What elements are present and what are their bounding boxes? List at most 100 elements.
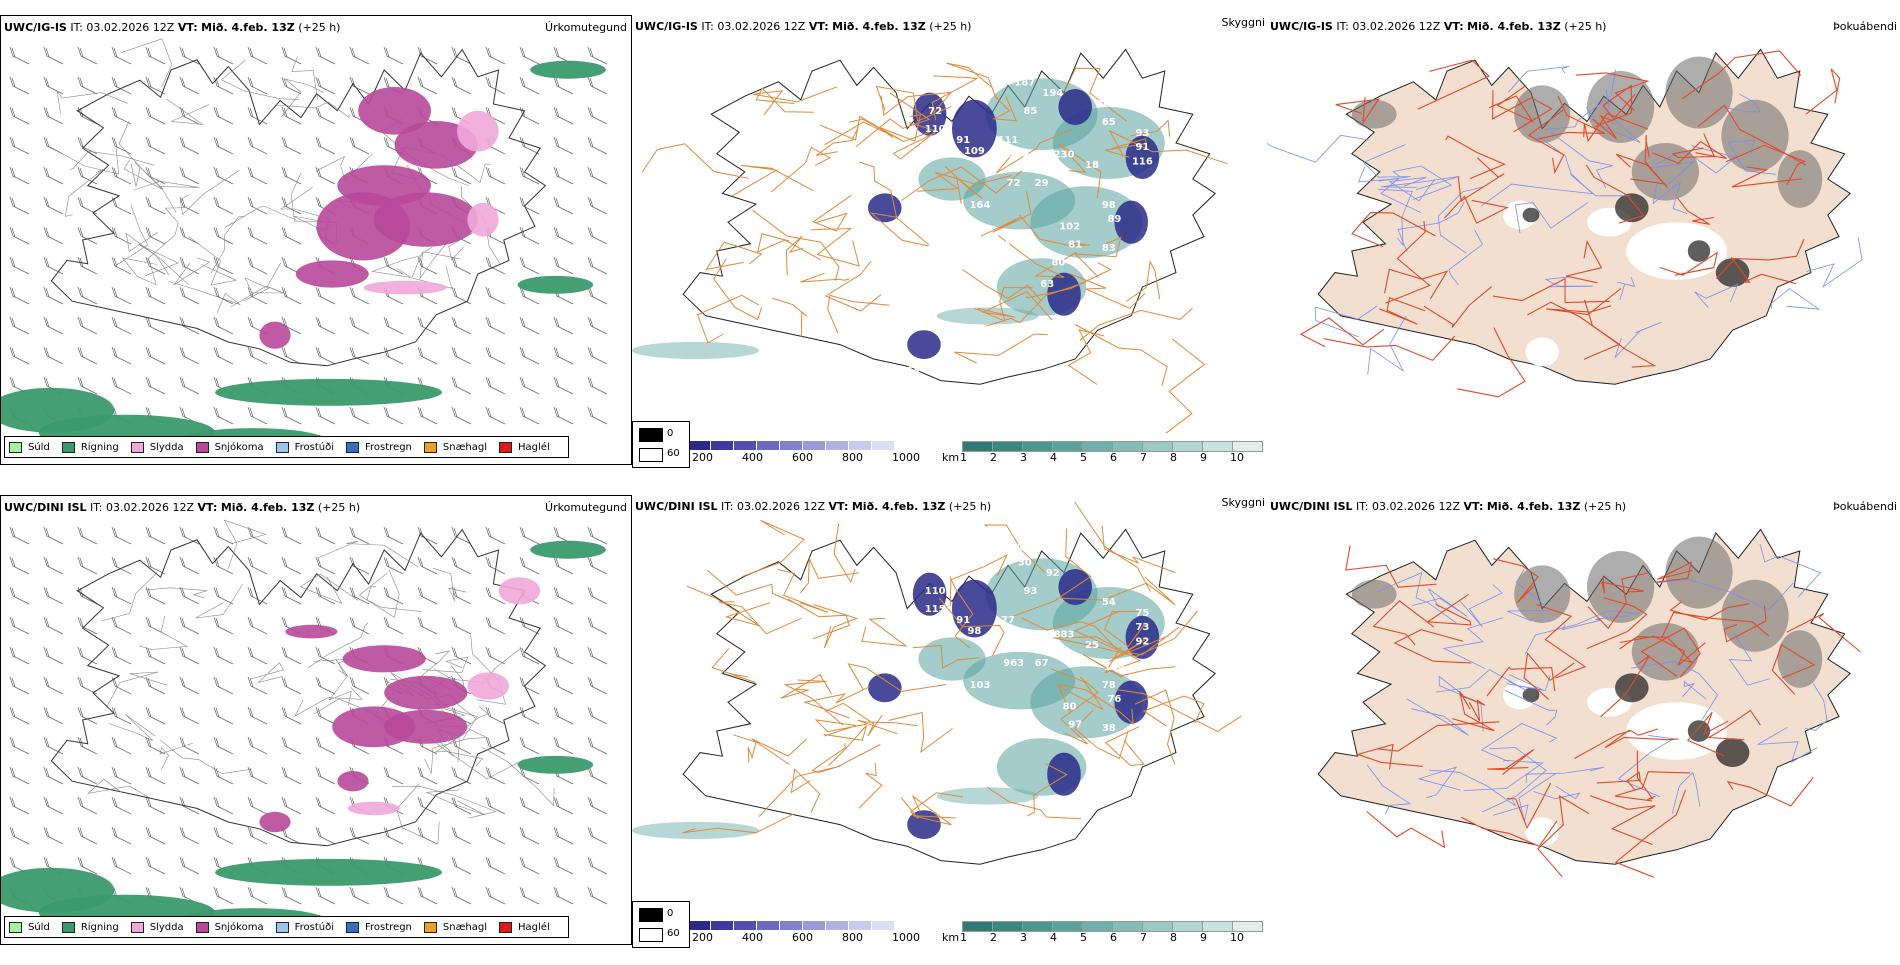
wind-barb xyxy=(587,676,608,695)
shaded-area xyxy=(1522,207,1540,223)
elevation-scale-segment xyxy=(803,441,826,450)
visibility-value: 103 xyxy=(970,680,991,691)
legend-swatch xyxy=(499,441,513,453)
shaded-area xyxy=(1047,272,1081,316)
map-line xyxy=(916,171,1012,192)
wind-barb xyxy=(111,46,132,65)
map-line xyxy=(1617,277,1636,301)
wind-barb xyxy=(9,196,30,215)
map-line xyxy=(1656,578,1794,611)
wind-barb xyxy=(179,196,200,215)
wind-barb xyxy=(519,136,540,155)
shaded-area xyxy=(457,110,499,152)
wind-barb xyxy=(43,136,64,155)
forecast-row-ig-is: UWC/IG-IS IT: 03.02.2026 12Z VT: Mið. 4.… xyxy=(0,15,1900,485)
map-line xyxy=(1423,286,1493,328)
map-line xyxy=(949,553,1008,606)
visibility-value: 110 xyxy=(925,124,946,135)
wind-barb xyxy=(451,46,472,65)
panel-param-title: Úrkomutegund xyxy=(545,501,627,514)
wind-barb xyxy=(553,166,574,185)
visibility-tick: 5 xyxy=(1080,451,1087,464)
map-line xyxy=(1101,525,1176,574)
map-line xyxy=(1406,698,1469,736)
elevation-scale-segment xyxy=(757,921,780,930)
map-line xyxy=(938,597,1005,657)
wind-barb xyxy=(145,826,166,845)
it-value: 03.02.2026 12Z xyxy=(1352,20,1441,33)
elevation-scale-segment xyxy=(711,441,734,450)
shaded-area xyxy=(907,330,941,359)
visibility-value: 85 xyxy=(1023,106,1037,117)
wind-barb xyxy=(281,646,302,665)
map-line xyxy=(857,719,918,735)
wind-barb xyxy=(553,706,574,725)
wind-barb xyxy=(485,286,506,305)
wind-barb xyxy=(9,826,30,845)
wind-barb xyxy=(247,586,268,605)
iceland-outline xyxy=(1317,48,1852,385)
visibility-value: 67 xyxy=(1096,579,1110,590)
shaded-area xyxy=(517,755,594,774)
it-label: IT: xyxy=(721,500,734,513)
wind-barb xyxy=(349,316,370,335)
precip-legend-item: Snæhagl xyxy=(423,921,487,933)
fog-legend-label: 60 xyxy=(667,448,680,459)
visibility-value: 83 xyxy=(1102,243,1116,254)
wind-barb xyxy=(519,406,540,425)
visibility-tick: 1 xyxy=(960,931,967,944)
wind-barb xyxy=(77,736,98,755)
map-line xyxy=(641,143,749,179)
precip-legend: Súld Rigning Slydda Snjókoma Frostúði Frostre… xyxy=(4,436,569,458)
visibility-value: 118 xyxy=(1003,236,1024,247)
wind-barb xyxy=(315,286,336,305)
wind-barb xyxy=(587,226,608,245)
wind-barb xyxy=(587,346,608,365)
legend-swatch xyxy=(61,921,75,933)
map-line xyxy=(1770,288,1821,310)
visibility-value: 76 xyxy=(1107,694,1121,705)
map-line xyxy=(1445,135,1506,180)
wind-barbs xyxy=(9,46,608,425)
visibility-tick: 10 xyxy=(1230,451,1244,464)
map-line xyxy=(1806,237,1863,288)
wind-barb xyxy=(451,166,472,185)
shaded-area xyxy=(1351,99,1397,129)
map-line xyxy=(220,59,299,100)
visibility-tick: 6 xyxy=(1110,931,1117,944)
wind-barb xyxy=(111,346,132,365)
shaded-area xyxy=(363,280,447,295)
map-line xyxy=(1052,636,1141,674)
map-line xyxy=(358,569,400,618)
visibility-tick: 2 xyxy=(990,451,997,464)
wind-barb xyxy=(417,406,438,425)
map-line xyxy=(1523,651,1575,700)
fog-legend: 0 60 xyxy=(632,421,690,468)
map-line xyxy=(1074,501,1151,592)
map-line xyxy=(718,601,802,635)
legend-label: Snæhagl xyxy=(442,441,488,453)
map-line xyxy=(1351,212,1436,248)
map-line xyxy=(448,751,525,780)
wind-barb xyxy=(43,226,64,245)
wind-barb xyxy=(383,616,404,635)
wind-barb xyxy=(77,766,98,785)
map-line xyxy=(1103,610,1146,647)
wind-barb xyxy=(247,46,268,65)
shaded-area xyxy=(1687,240,1711,262)
wind-barb xyxy=(77,676,98,695)
visibility-value: 204 xyxy=(1009,543,1030,554)
map-line xyxy=(56,91,128,114)
wind-barb xyxy=(485,526,506,545)
map-line xyxy=(752,209,840,281)
wind-barb xyxy=(553,316,574,335)
wind-barb xyxy=(417,346,438,365)
panel-title: UWC/IG-IS IT: 03.02.2026 12Z VT: Mið. 4.… xyxy=(1270,20,1606,33)
map-line xyxy=(1142,695,1205,727)
wind-barb xyxy=(485,706,506,725)
visibility-value: 98 xyxy=(967,626,981,637)
wind-barb xyxy=(519,196,540,215)
legend-swatch xyxy=(195,921,209,933)
shaded-area xyxy=(498,577,541,605)
map-line xyxy=(733,734,757,763)
